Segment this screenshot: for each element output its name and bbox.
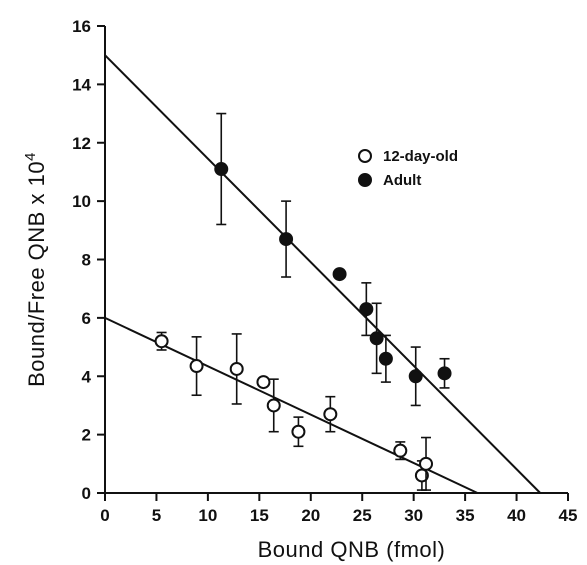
x-tick-label: 15 xyxy=(250,506,269,525)
data-point xyxy=(378,351,393,366)
data-point xyxy=(323,407,338,422)
x-tick-label: 30 xyxy=(404,506,423,525)
x-tick-label: 0 xyxy=(100,506,109,525)
y-tick-label: 8 xyxy=(82,251,91,270)
x-tick-label: 45 xyxy=(559,506,578,525)
y-tick-label: 10 xyxy=(72,192,91,211)
axes: 0 5 10 15 20 25 30 35 40 45 0 2 4 6 8 10 12 14 16 xyxy=(72,17,577,525)
y-axis-title-superscript: 4 xyxy=(22,152,39,161)
data-point xyxy=(229,361,244,376)
x-tick-label: 40 xyxy=(507,506,526,525)
x-axis-title: Bound QNB (fmol) xyxy=(258,537,446,562)
y-tick-label: 14 xyxy=(72,75,91,94)
x-tick-label: 25 xyxy=(353,506,372,525)
y-tick-label: 4 xyxy=(82,367,92,386)
x-tick-label: 35 xyxy=(456,506,475,525)
data-marks xyxy=(104,54,541,494)
data-point xyxy=(214,162,229,177)
y-tick-label: 0 xyxy=(82,484,91,503)
data-point xyxy=(419,456,434,471)
y-tick-label: 16 xyxy=(72,17,91,36)
data-point xyxy=(291,424,306,439)
y-tick-label: 12 xyxy=(72,134,91,153)
data-point xyxy=(408,369,423,384)
data-point xyxy=(154,334,169,349)
regression-line xyxy=(104,316,478,494)
legend-marker xyxy=(358,173,372,187)
data-point xyxy=(414,468,429,483)
data-point xyxy=(189,359,204,374)
y-tick-label: 2 xyxy=(82,426,91,445)
legend-marker xyxy=(358,149,372,163)
data-point xyxy=(266,398,281,413)
x-tick-label: 10 xyxy=(198,506,217,525)
series-adult xyxy=(104,54,541,494)
data-point xyxy=(279,232,294,247)
x-tick-label: 20 xyxy=(301,506,320,525)
legend-label: Adult xyxy=(383,172,421,189)
legend-label: 12-day-old xyxy=(383,148,458,165)
data-point xyxy=(332,267,347,282)
data-point xyxy=(359,302,374,317)
regression-line xyxy=(104,54,541,494)
y-axis-title: Bound/Free QNB x 104 xyxy=(22,152,49,387)
series-12-day-old xyxy=(104,316,478,494)
x-tick-label: 5 xyxy=(152,506,161,525)
data-point xyxy=(369,331,384,346)
legend: 12-day-old Adult xyxy=(358,148,458,189)
data-point xyxy=(437,366,452,381)
data-point xyxy=(256,375,271,390)
data-point xyxy=(393,443,408,458)
y-tick-label: 6 xyxy=(82,309,91,328)
y-axis-title-text: Bound/Free QNB x 10 xyxy=(24,161,49,387)
